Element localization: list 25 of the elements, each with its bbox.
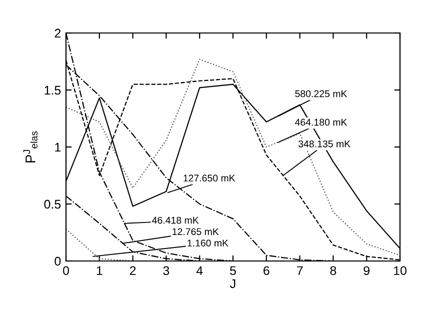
annotation: 1.160 mK <box>188 240 228 247</box>
y-axis-title: P$^{J}$$_{elas}$ <box>23 131 38 162</box>
annotation: 580.225 mK <box>295 90 348 98</box>
y-tick-label: 2 <box>54 28 61 38</box>
x-axis-title: J <box>230 279 236 288</box>
x-tick-label: 9 <box>364 266 370 276</box>
x-tick-label: 7 <box>296 266 303 275</box>
annotation: 348.135 mK <box>298 140 350 148</box>
x-tick-label: 6 <box>264 266 270 276</box>
x-tick-label: 2 <box>130 266 136 275</box>
y-tick-label: 0.5 <box>44 200 61 209</box>
x-tick-label: 4 <box>196 266 203 275</box>
x-tick-label: 0 <box>63 266 69 276</box>
y-tick-label: 1 <box>55 142 61 152</box>
x-tick-label: 10 <box>394 266 406 276</box>
annotation: 46.418 mK <box>152 216 199 224</box>
annotation: 464.180 mK <box>295 118 348 126</box>
annotation: 127.650 mK <box>184 174 236 182</box>
x-tick-label: 1 <box>96 266 102 275</box>
x-tick-label: 5 <box>230 266 236 276</box>
x-tick-label: 8 <box>330 266 336 276</box>
y-tick-label: 1.5 <box>44 86 61 95</box>
y-tick-label: 0 <box>54 256 61 266</box>
x-tick-label: 3 <box>163 266 170 276</box>
annotation: 12.765 mK <box>172 228 219 236</box>
